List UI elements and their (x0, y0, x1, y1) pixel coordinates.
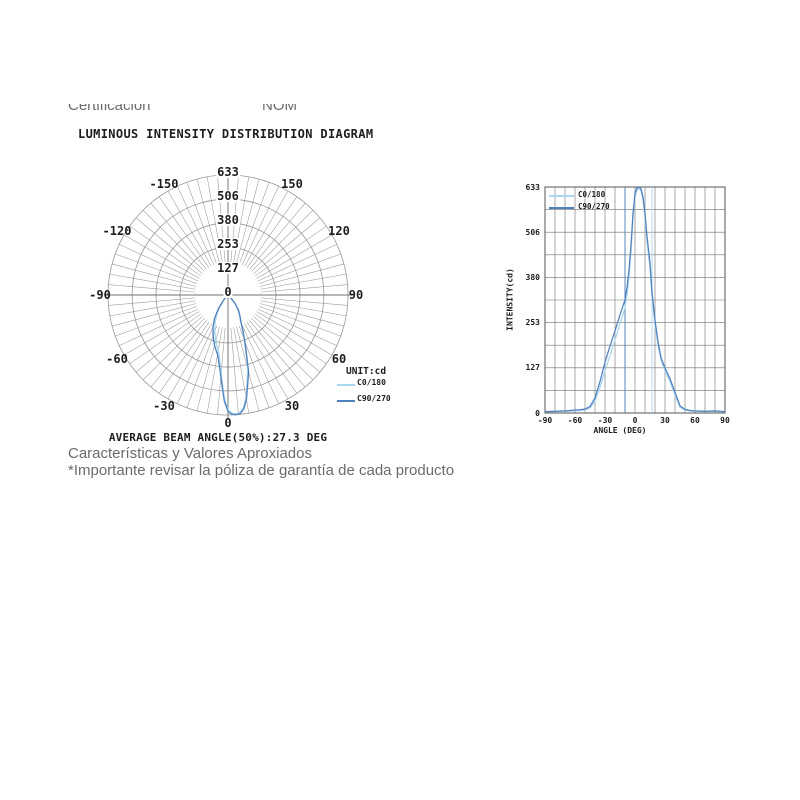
polar-radial-tick: 506 (216, 189, 240, 204)
polar-angle-tick: 30 (284, 399, 300, 413)
polar-angle-tick: 150 (281, 177, 303, 191)
polar-angle-tick: -120 (102, 224, 132, 238)
y-axis-title: INTENSITY(cd) (505, 268, 515, 331)
polar-angle-tick: 120 (328, 224, 350, 238)
line-x-tick: 90 (720, 416, 730, 425)
polar-radial-tick: 633 (216, 165, 240, 179)
line-y-tick: 506 (525, 228, 540, 237)
characteristics-heading: Características y Valores Aproxiados (68, 445, 312, 462)
legend-label-c0-180: C0/180 (578, 190, 606, 199)
legend-label-c90-270: C90/270 (578, 202, 610, 211)
legend-label-c90-270: C90/270 (357, 394, 391, 403)
polar-radial-tick: 127 (216, 260, 240, 275)
certification-label: Certificación (68, 104, 151, 114)
polar-radial-tick: 253 (216, 237, 240, 252)
line-y-tick: 633 (525, 183, 540, 192)
polar-angle-tick: 90 (348, 288, 364, 302)
polar-legend: UNIT:cd C0/180 C90/270 (337, 366, 418, 409)
diagram-title: LUMINOUS INTENSITY DISTRIBUTION DIAGRAM (78, 127, 374, 141)
line-y-tick: 380 (525, 273, 540, 282)
legend-row-c0-180: C0/180 (337, 377, 418, 393)
legend-line-c90-270-icon (337, 400, 355, 402)
nom-label: NOM (262, 104, 297, 114)
line-y-tick: 253 (525, 318, 540, 327)
warranty-note-clipped: *Importante revisar la póliza de garantí… (68, 462, 488, 479)
polar-intensity-chart (104, 171, 352, 419)
x-axis-title: ANGLE (DEG) (593, 426, 647, 435)
line-x-tick: 30 (660, 416, 670, 425)
legend-line-c90-270-icon (549, 207, 574, 209)
polar-angle-tick: -90 (89, 288, 111, 302)
line-x-tick: -60 (567, 416, 583, 425)
line-x-tick: 60 (690, 416, 700, 425)
line-x-tick: -30 (597, 416, 613, 425)
average-beam-angle-caption: AVERAGE BEAM ANGLE(50%):27.3 DEG (108, 431, 328, 444)
polar-angle-tick: -150 (149, 177, 179, 191)
unit-label: UNIT:cd (346, 366, 387, 377)
legend-row-c90-270: C90/270 (549, 202, 639, 214)
line-chart-legend: C0/180 C90/270 (549, 190, 639, 214)
line-x-tick: 0 (632, 416, 638, 425)
header-row-clipped: Certificación NOM (68, 104, 428, 118)
line-y-tick: 127 (525, 363, 540, 372)
legend-line-c0-180-icon (549, 195, 574, 197)
polar-angle-tick: 60 (331, 352, 347, 366)
polar-angle-tick: -60 (106, 352, 128, 366)
polar-radial-tick: 0 (223, 285, 233, 299)
cartesian-intensity-chart (544, 186, 726, 414)
legend-row-c0-180: C0/180 (549, 190, 639, 202)
legend-label-c0-180: C0/180 (357, 378, 386, 387)
line-x-tick: -90 (537, 416, 553, 425)
legend-line-c0-180-icon (337, 384, 355, 386)
polar-angle-tick: 0 (224, 416, 232, 430)
polar-angle-tick: -30 (153, 399, 175, 413)
warranty-note: *Importante revisar la póliza de garantí… (68, 462, 455, 479)
line-y-tick: 0 (535, 409, 540, 418)
polar-radial-tick: 380 (216, 212, 240, 227)
legend-row-c90-270: C90/270 (337, 393, 418, 409)
